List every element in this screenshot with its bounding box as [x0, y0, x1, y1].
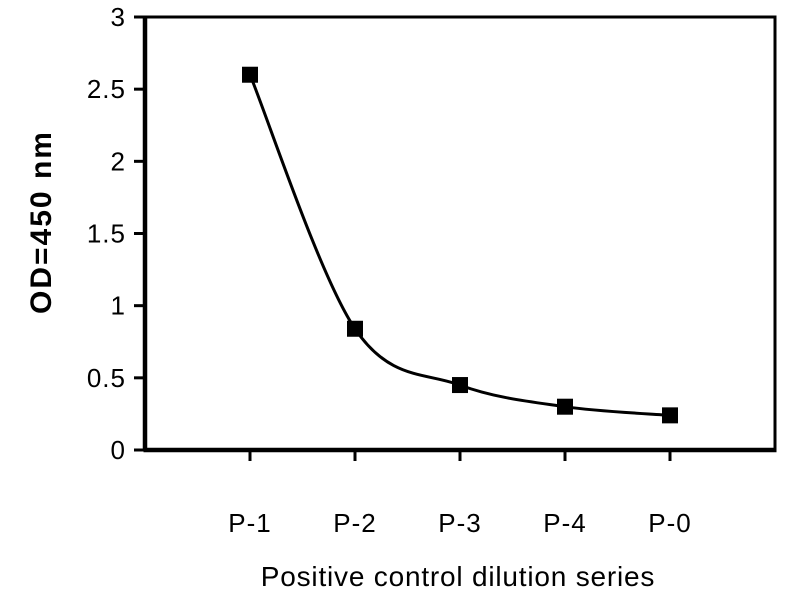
y-tick-label: 2: [111, 146, 126, 176]
y-tick-label: 2.5: [87, 74, 126, 104]
series-line: [248, 74, 671, 417]
data-point-marker-P-4: [557, 398, 573, 415]
x-tick-label: P-3: [438, 508, 481, 538]
x-tick-label: P-4: [543, 508, 586, 538]
data-point-marker-P-2: [347, 320, 363, 337]
y-tick-label: 0: [111, 435, 126, 465]
data-point-marker-P-0: [662, 407, 678, 424]
y-axis-title: OD=450 nm: [25, 130, 58, 314]
data-point-marker-P-1: [242, 66, 258, 83]
y-tick-label: 1.5: [87, 219, 126, 249]
y-tick-label: 1: [111, 291, 126, 321]
x-tick-label: P-2: [333, 508, 376, 538]
x-tick-label: P-1: [228, 508, 271, 538]
y-tick-label: 3: [111, 2, 126, 32]
y-tick-label: 0.5: [87, 363, 126, 393]
data-point-marker-P-3: [452, 377, 468, 394]
x-axis-title: Positive control dilution series: [260, 561, 656, 592]
x-tick-label: P-0: [648, 508, 691, 538]
